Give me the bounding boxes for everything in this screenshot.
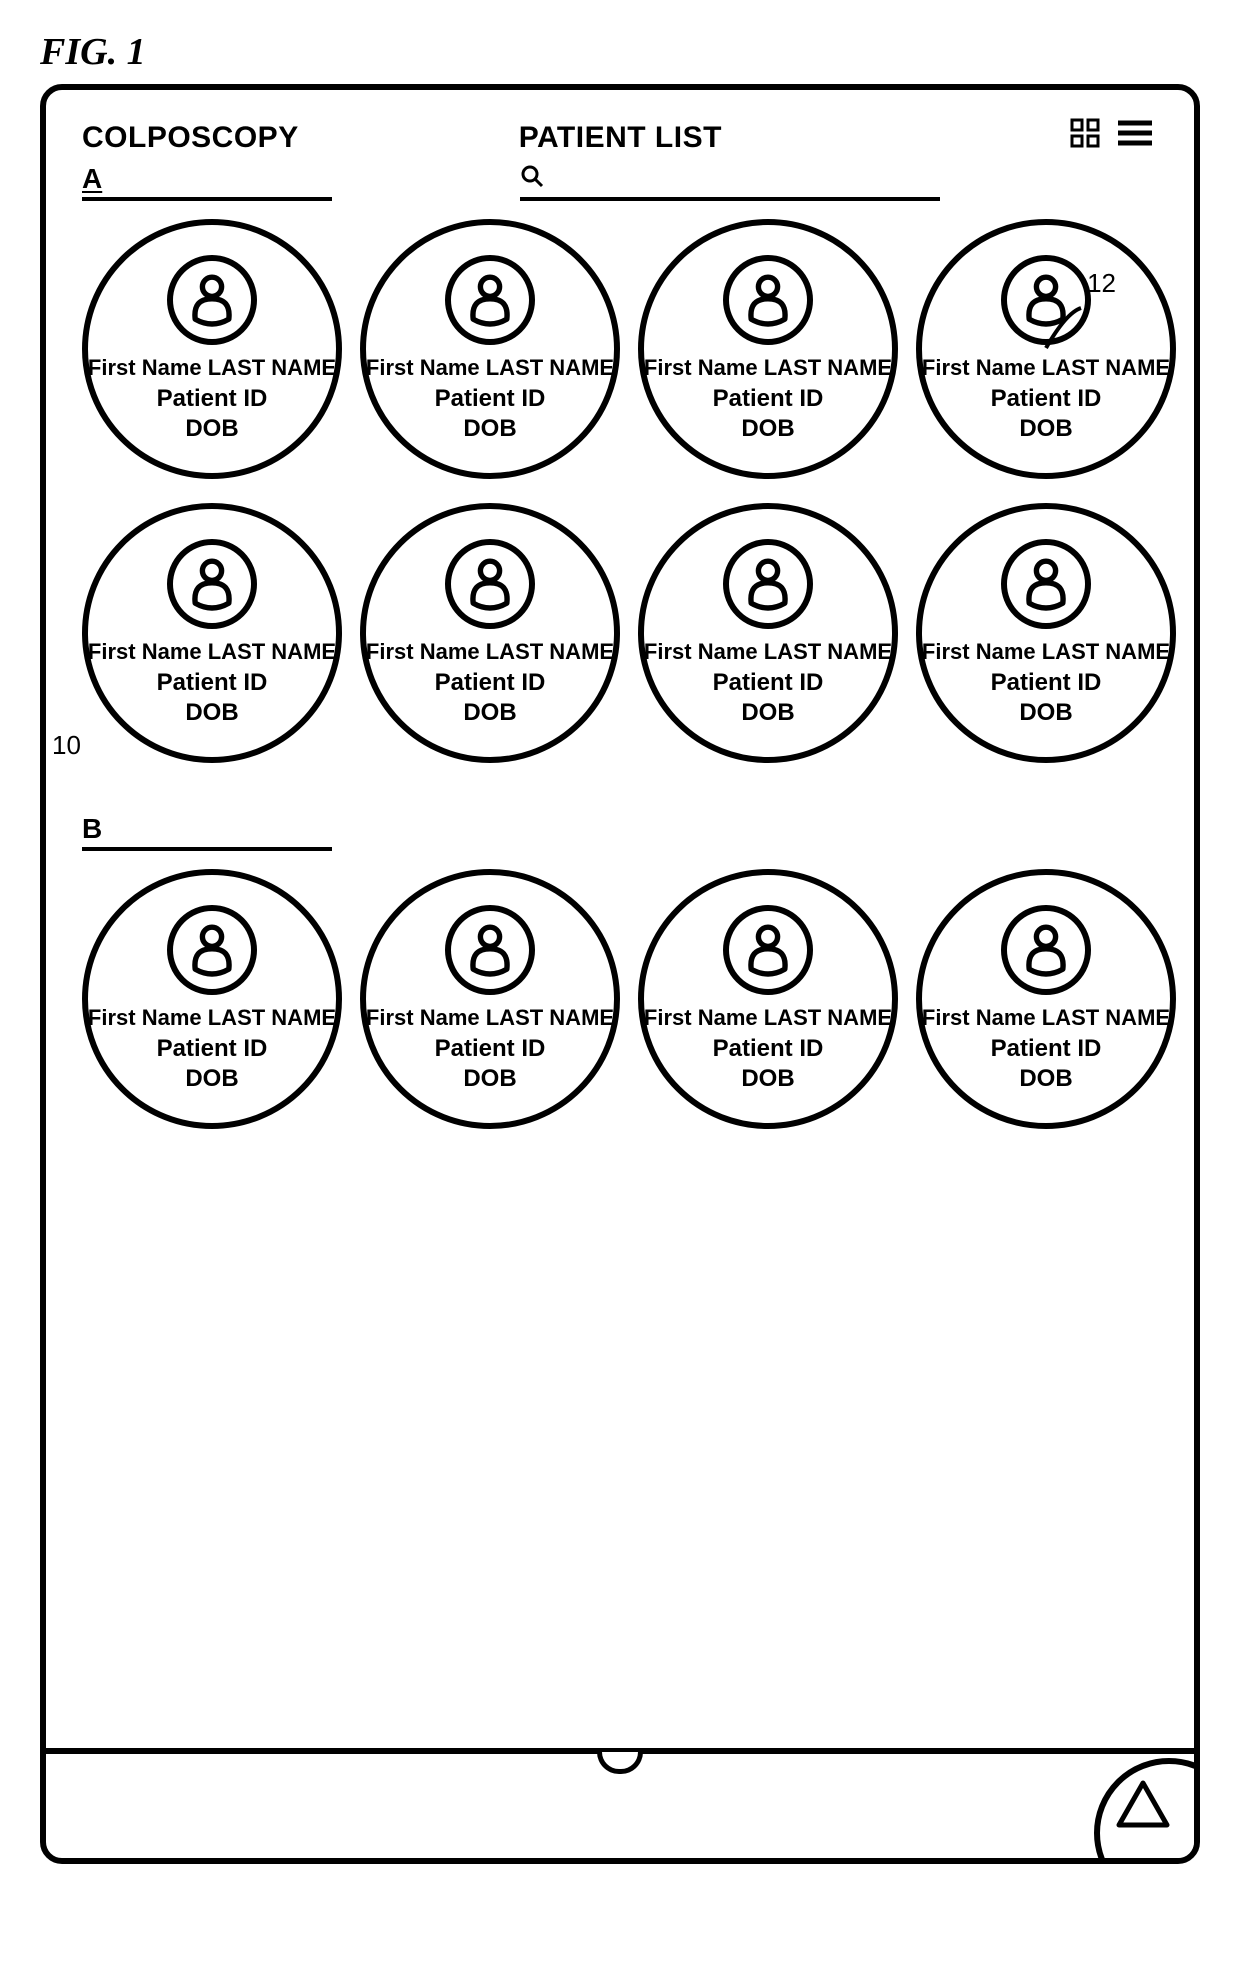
callout-10: 10 (52, 730, 81, 761)
patient-dob: DOB (1019, 699, 1072, 727)
patient-id: Patient ID (713, 669, 824, 697)
person-icon (723, 539, 813, 629)
patient-id: Patient ID (991, 1035, 1102, 1063)
patient-id: Patient ID (991, 385, 1102, 413)
patient-circle[interactable]: First Name LAST NAME Patient IDDOB (82, 219, 342, 479)
search-field[interactable] (520, 163, 940, 201)
patient-dob: DOB (185, 415, 238, 443)
person-icon (723, 255, 813, 345)
patient-circle[interactable]: First Name LAST NAME Patient IDDOB (638, 503, 898, 763)
patient-name: First Name LAST NAME (88, 639, 336, 665)
patient-dob: DOB (741, 699, 794, 727)
patient-id: Patient ID (157, 1035, 268, 1063)
patient-dob: DOB (741, 415, 794, 443)
patient-id: Patient ID (435, 669, 546, 697)
patient-name: First Name LAST NAME (366, 639, 614, 665)
sub-header-row: A (82, 163, 1158, 201)
patient-circle[interactable]: First Name LAST NAME Patient IDDOB (360, 869, 620, 1129)
patient-id: Patient ID (435, 385, 546, 413)
patient-name: First Name LAST NAME (644, 355, 892, 381)
patient-name: First Name LAST NAME (366, 355, 614, 381)
app-title: COLPOSCOPY (82, 121, 299, 155)
patient-circle[interactable]: First Name LAST NAME Patient IDDOB (638, 219, 898, 479)
header-row: COLPOSCOPY PATIENT LIST (82, 118, 1158, 155)
tablet-frame: COLPOSCOPY PATIENT LIST (40, 84, 1200, 1864)
patient-dob: DOB (463, 1065, 516, 1093)
patient-circle[interactable]: First Name LAST NAME Patient IDDOB (82, 869, 342, 1129)
patient-dob: DOB (741, 1065, 794, 1093)
person-icon (167, 255, 257, 345)
search-icon (520, 163, 544, 195)
patient-id: Patient ID (713, 385, 824, 413)
page-title: PATIENT LIST (519, 121, 722, 155)
patient-id: Patient ID (991, 669, 1102, 697)
patient-circle[interactable]: First Name LAST NAME Patient IDDOB (82, 503, 342, 763)
person-icon (167, 539, 257, 629)
patient-circle[interactable]: First Name LAST NAME Patient IDDOB (360, 503, 620, 763)
patient-dob: DOB (463, 415, 516, 443)
patient-circle[interactable]: First Name LAST NAME Patient IDDOB (638, 869, 898, 1129)
add-patient-button[interactable]: +Add Patient (1194, 219, 1200, 479)
person-icon (445, 539, 535, 629)
person-icon (445, 905, 535, 995)
figure-label: FIG. 1 (40, 30, 1200, 74)
dock-notch (597, 1752, 643, 1774)
bottom-bar (46, 1748, 1194, 1858)
patient-circle[interactable]: First Name LAST NAME Patient IDDOB (916, 503, 1176, 763)
patient-dob: DOB (185, 699, 238, 727)
person-icon (1001, 905, 1091, 995)
patient-circle[interactable]: First Name LAST NAME Patient IDDOB (360, 219, 620, 479)
patient-dob: DOB (463, 699, 516, 727)
patient-id: Patient ID (713, 1035, 824, 1063)
patient-name: First Name LAST NAME (922, 639, 1170, 665)
patient-name: First Name LAST NAME (88, 355, 336, 381)
patient-name: First Name LAST NAME (366, 1005, 614, 1031)
person-icon (723, 905, 813, 995)
person-icon (445, 255, 535, 345)
section-letter-b: B (82, 813, 332, 851)
section-letter-a: A (82, 163, 332, 201)
patient-name: First Name LAST NAME (644, 1005, 892, 1031)
list-view-icon[interactable] (1118, 119, 1152, 152)
patient-dob: DOB (1019, 415, 1072, 443)
patient-name: First Name LAST NAME (644, 639, 892, 665)
patient-grid-b: First Name LAST NAMEPatient IDDOBFirst N… (82, 869, 1158, 1129)
callout-12: 12 (1087, 268, 1116, 299)
patient-id: Patient ID (157, 385, 268, 413)
patient-id: Patient ID (435, 1035, 546, 1063)
view-toggle (1070, 118, 1158, 155)
patient-name: First Name LAST NAME (922, 1005, 1170, 1031)
patient-circle[interactable]: First Name LAST NAME Patient IDDOB (916, 869, 1176, 1129)
grid-view-icon[interactable] (1070, 118, 1100, 153)
callout-12-leader (1026, 303, 1086, 363)
patient-dob: DOB (1019, 1065, 1072, 1093)
patient-dob: DOB (185, 1065, 238, 1093)
patient-grid-a: First Name LAST NAMEPatient IDDOBFirst N… (82, 219, 1158, 763)
person-icon (167, 905, 257, 995)
person-icon (1001, 539, 1091, 629)
patient-id: Patient ID (157, 669, 268, 697)
patient-name: First Name LAST NAME (88, 1005, 336, 1031)
